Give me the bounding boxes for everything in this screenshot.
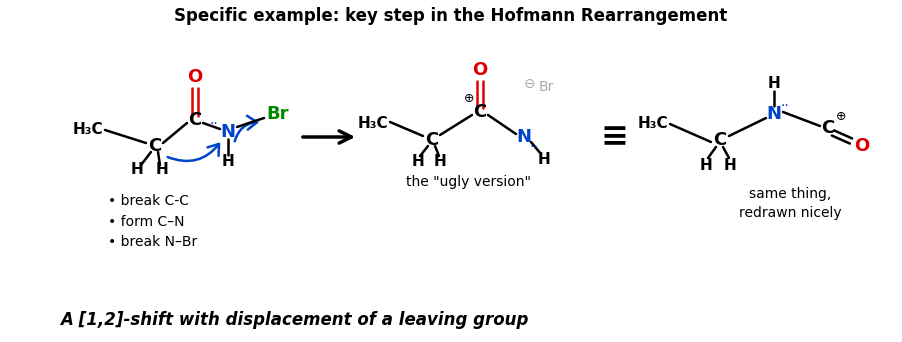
Text: H: H <box>700 158 713 172</box>
Text: H₃C: H₃C <box>357 117 388 132</box>
Text: H: H <box>411 155 424 170</box>
Text: Br: Br <box>538 80 554 94</box>
Text: H: H <box>723 158 736 172</box>
Text: N: N <box>220 123 235 141</box>
Text: the "ugly version": the "ugly version" <box>406 175 530 189</box>
Text: C: C <box>426 131 438 149</box>
Text: O: O <box>188 68 203 86</box>
Text: Specific example: key step in the Hofmann Rearrangement: Specific example: key step in the Hofman… <box>174 7 728 25</box>
Text: A [1,2]-shift with displacement of a leaving group: A [1,2]-shift with displacement of a lea… <box>60 311 529 329</box>
Text: H₃C: H₃C <box>72 122 103 137</box>
Text: C: C <box>822 119 834 137</box>
Text: N: N <box>767 105 781 123</box>
Text: C: C <box>713 131 727 149</box>
Text: O: O <box>473 61 488 79</box>
Text: N: N <box>517 128 531 146</box>
Text: C: C <box>148 137 161 155</box>
Text: ⋅⋅: ⋅⋅ <box>529 140 538 154</box>
Text: • break C-C
• form C–N
• break N–Br: • break C-C • form C–N • break N–Br <box>108 194 198 249</box>
FancyArrowPatch shape <box>235 116 257 141</box>
Text: ⊕: ⊕ <box>464 92 474 105</box>
Text: H: H <box>538 152 550 167</box>
Text: ≡: ≡ <box>601 120 629 154</box>
Text: H: H <box>156 162 169 177</box>
Text: H: H <box>222 155 235 170</box>
Text: H: H <box>131 162 143 177</box>
FancyArrowPatch shape <box>168 144 219 161</box>
Text: ⋅⋅: ⋅⋅ <box>780 99 789 113</box>
Text: ⊖: ⊖ <box>524 77 536 91</box>
Text: H: H <box>434 155 446 170</box>
Text: ⋅⋅: ⋅⋅ <box>209 117 218 131</box>
Text: ⊕: ⊕ <box>836 109 846 122</box>
Text: Br: Br <box>267 105 290 123</box>
Text: C: C <box>474 103 486 121</box>
Text: H₃C: H₃C <box>638 117 668 132</box>
Text: C: C <box>189 111 202 129</box>
Text: same thing,
redrawn nicely: same thing, redrawn nicely <box>739 187 842 221</box>
Text: O: O <box>854 137 870 155</box>
Text: H: H <box>768 77 780 92</box>
